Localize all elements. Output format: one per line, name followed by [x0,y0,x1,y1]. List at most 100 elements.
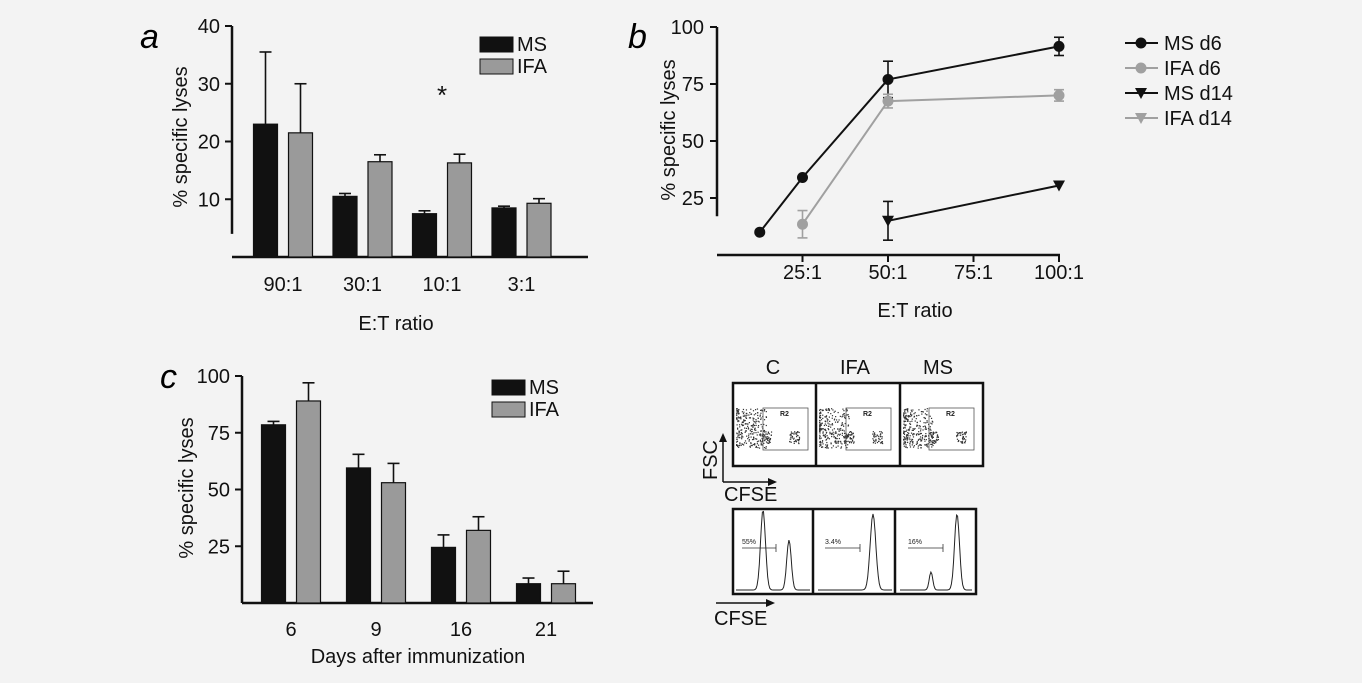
scatter-dot [768,437,770,439]
scatter-dot [905,430,907,432]
scatter-dot [960,434,962,436]
scatter-dot [825,438,828,440]
scatter-dot [881,442,883,444]
scatter-dot [957,432,959,434]
scatter-dot [905,417,908,420]
scatter-dot [752,417,754,419]
scatter-dot [797,431,799,433]
scatter-dot [827,427,829,430]
scatter-dot [929,426,931,428]
legend-label: MS [529,377,559,399]
flow-cytometry-panel: C IFA MS R2 R2 R2 FSC CFSE 55% 3.4% 16% … [700,357,985,630]
scatter-dot [844,415,846,417]
scatter-dot [842,415,844,417]
flow-column-label-ms: MS [923,357,953,379]
scatter-dot [758,447,761,449]
scatter-dot [746,435,748,437]
scatter-dot [736,411,738,413]
scatter-dot [747,427,749,429]
data-point-circle [797,218,808,230]
scatter-dot [824,435,827,438]
scatter-dot [768,433,770,435]
scatter-dot [904,409,907,411]
scatter-dot [736,444,738,446]
scatter-dot [907,420,909,422]
scatter-dot [740,432,742,434]
scatter-dot [754,443,756,445]
scatter-dot [916,425,918,427]
scatter-dot [757,424,760,427]
scatter-dot [874,434,876,436]
scatter-dot [847,424,850,426]
scatter-dot [853,435,855,437]
scatter-dot [824,436,826,439]
scatter-dot [909,412,912,414]
arrow-right-icon [766,599,775,607]
scatter-dot [844,436,846,438]
scatter-dot [750,408,752,410]
scatter-dot [819,425,821,427]
scatter-dot [879,442,882,444]
x-tick-label: 16 [450,619,472,641]
scatter-dot [926,408,928,410]
scatter-dot [765,424,767,427]
scatter-dot [763,442,765,444]
scatter-dot [795,439,797,441]
scatter-dot [827,408,830,410]
scatter-dot [911,429,913,431]
scatter-dot [770,434,772,436]
scatter-dot [917,425,919,427]
significance-asterisk: * [437,80,447,110]
scatter-dot [849,434,851,436]
x-tick-label: 3:1 [508,274,536,296]
scatter-dot [846,436,848,438]
scatter-dot [956,434,958,437]
histogram-frame [731,507,978,596]
scatter-dot [831,408,833,410]
scatter-dot [874,432,876,434]
scatter-dot [904,442,906,445]
scatter-dot [905,408,907,410]
scatter-dot [907,409,909,411]
bar-ms [252,123,279,258]
scatter-dot [842,424,844,426]
scatter-dot [926,444,928,446]
scatter-dot [961,437,964,440]
scatter-dot [916,421,918,423]
scatter-dot [918,427,920,429]
scatter-dot [932,433,934,436]
scatter-dot [757,414,759,417]
y-tick-label: 25 [208,536,230,558]
scatter-dot [751,444,753,447]
scatter-dot [736,437,738,439]
fsc-axis-label: FSC [700,440,722,480]
scatter-dot [841,443,843,445]
scatter-dot [853,441,855,443]
scatter-dot [930,443,932,445]
scatter-dot [742,444,745,446]
scatter-dot [834,410,836,412]
scatter-dot [822,417,824,420]
scatter-dot [909,421,911,423]
scatter-dot [880,436,882,438]
scatter-dot [934,440,936,442]
scatter-dot [848,442,851,444]
scatter-dot [745,442,748,444]
scatter-dot [767,436,769,438]
scatter-dot [846,437,848,439]
scatter-dot [910,413,912,416]
scatter-dot [912,442,914,444]
scatter-dot [761,426,763,428]
scatter-dot [819,415,821,417]
scatter-dot [904,437,906,439]
scatter-dot [751,428,753,431]
scatter-dot [744,419,746,422]
scatter-dot [819,438,821,440]
scatter-dot [843,436,845,438]
scatter-dot [755,446,757,449]
scatter-dot [937,435,939,437]
x-tick-label: 50:1 [869,262,908,284]
scatter-dot [849,437,851,439]
panel-b-y-axis-label: % specific lyses [658,59,680,200]
scatter-dot [909,423,911,425]
